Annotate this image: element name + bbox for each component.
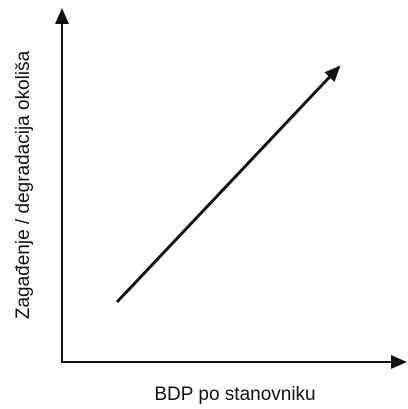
y-axis-label: Zagađenje / degradacija okoliša <box>13 50 34 319</box>
trend-arrow <box>115 65 341 304</box>
x-axis-label: BDP po stanovniku <box>154 384 315 405</box>
